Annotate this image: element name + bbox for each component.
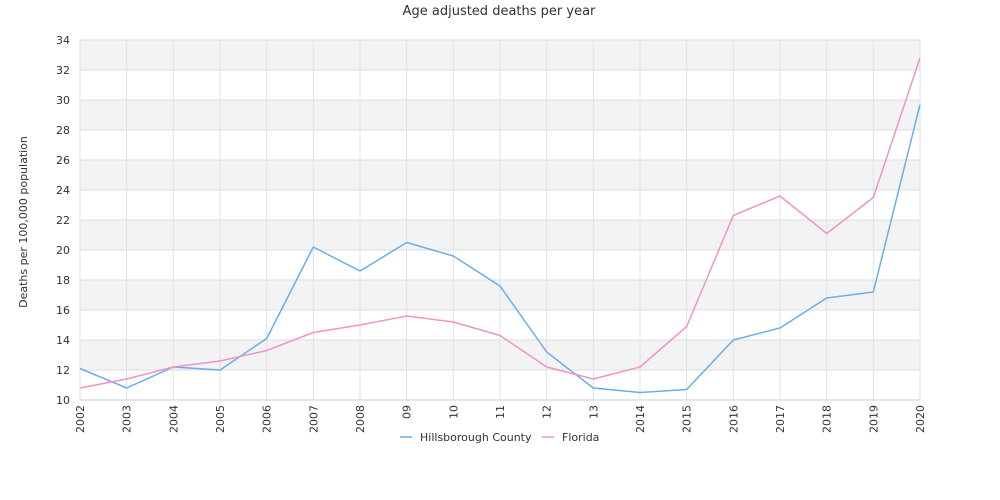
data-point [638, 391, 642, 395]
data-point [871, 290, 875, 294]
data-point [265, 337, 269, 341]
y-tick-label: 26 [56, 154, 70, 167]
x-tick-label: 12 [541, 405, 554, 419]
legend-label: Florida [562, 431, 599, 444]
data-point [591, 386, 595, 390]
y-tick-label: 12 [56, 364, 70, 377]
y-tick-label: 10 [56, 394, 70, 407]
data-point [825, 232, 829, 236]
data-point [685, 325, 689, 329]
series-line-0 [79, 104, 921, 394]
data-point [125, 386, 129, 390]
data-point [451, 320, 455, 324]
data-point [78, 367, 82, 371]
x-tick-label: 2006 [261, 405, 274, 433]
y-tick-label: 16 [56, 304, 70, 317]
data-point [918, 103, 922, 107]
y-tick-label: 32 [56, 64, 70, 77]
data-point [218, 359, 222, 363]
series-lines [78, 56, 922, 395]
data-point [591, 377, 595, 381]
data-point [731, 338, 735, 342]
data-point [545, 350, 549, 354]
y-tick-label: 14 [56, 334, 70, 347]
data-point [685, 388, 689, 392]
x-tick-label: 2015 [681, 405, 694, 433]
y-tick-label: 30 [56, 94, 70, 107]
y-tick-label: 28 [56, 124, 70, 137]
x-tick-label: 2007 [307, 405, 320, 433]
data-point [265, 349, 269, 353]
legend: Hillsborough County Florida [400, 431, 599, 444]
series-line-1 [79, 57, 921, 389]
data-point [358, 269, 362, 273]
y-tick-label: 34 [56, 34, 70, 47]
x-tick-label: 2004 [167, 405, 180, 433]
legend-label: Hillsborough County [420, 431, 532, 444]
chart-title: Age adjusted deaths per year [403, 4, 596, 19]
y-axis-label: Deaths per 100,000 population [17, 136, 30, 308]
data-point [778, 326, 782, 330]
grid-lines [79, 39, 921, 401]
y-tick-label: 20 [56, 244, 70, 257]
x-tick-label: 09 [401, 405, 414, 419]
x-tick-label: 2008 [354, 405, 367, 433]
data-point [498, 284, 502, 288]
data-point [498, 334, 502, 338]
x-axis-ticks: 2002 2003 2004 2005 2006 2007 2008 09 10 11 12 13 20… [74, 405, 927, 433]
x-tick-label: 10 [447, 405, 460, 419]
x-tick-label: 13 [587, 405, 600, 419]
data-point [405, 314, 409, 318]
x-tick-label: 11 [494, 405, 507, 419]
data-point [218, 368, 222, 372]
data-point [825, 296, 829, 300]
data-point [125, 377, 129, 381]
data-point [451, 254, 455, 258]
x-tick-label: 2019 [867, 405, 880, 433]
data-point [311, 331, 315, 335]
data-point [358, 323, 362, 327]
data-point [918, 56, 922, 60]
data-point [545, 365, 549, 369]
x-tick-label: 2003 [121, 405, 134, 433]
x-tick-label: 2020 [914, 405, 927, 433]
data-point [871, 196, 875, 200]
data-point [311, 245, 315, 249]
data-point [638, 365, 642, 369]
y-tick-label: 22 [56, 214, 70, 227]
x-tick-label: 2014 [634, 405, 647, 433]
y-tick-label: 18 [56, 274, 70, 287]
x-tick-label: 2017 [774, 405, 787, 433]
x-tick-label: 2002 [74, 405, 87, 433]
data-point [731, 214, 735, 218]
x-tick-label: 2018 [821, 405, 834, 433]
data-point [171, 365, 175, 369]
x-tick-label: 2005 [214, 405, 227, 433]
x-tick-label: 2016 [727, 405, 740, 433]
data-point [78, 386, 82, 390]
data-point [405, 241, 409, 245]
data-point [778, 194, 782, 198]
y-axis-ticks: 10 12 14 16 18 20 22 24 26 28 30 32 34 [56, 34, 70, 407]
y-tick-label: 24 [56, 184, 70, 197]
